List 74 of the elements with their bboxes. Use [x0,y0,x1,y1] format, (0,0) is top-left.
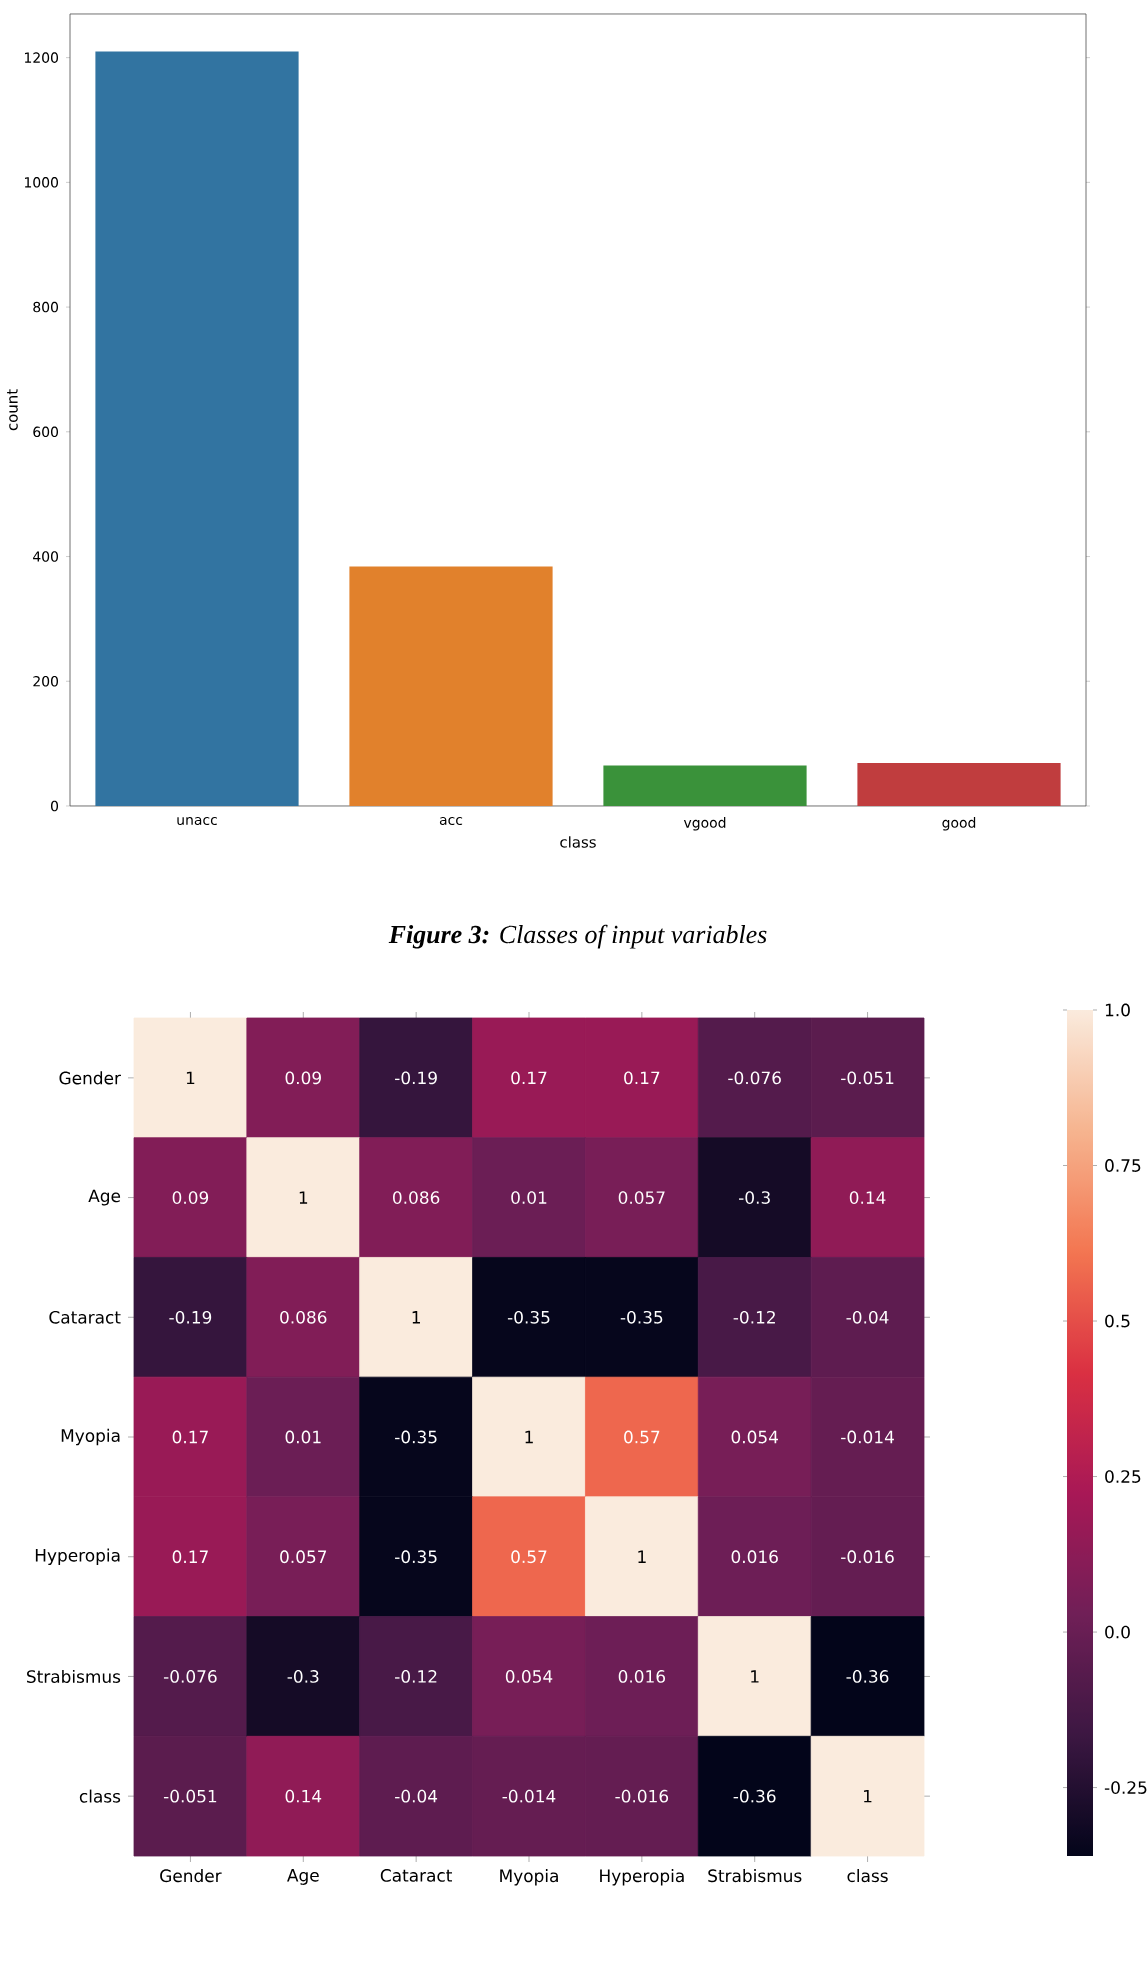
x-tick-label: Myopia [500,1869,558,1886]
data-label: 1 [638,1550,646,1563]
data-label: 0.17 [511,1071,547,1085]
y-tick-label: Strabismus [27,1669,121,1683]
data-label: -0.3 [739,1191,770,1204]
text: Figure 3: Classes of input variables [388,924,767,949]
x-tick-label: Gender [160,1869,222,1883]
data-label: -0.051 [163,1789,217,1803]
data-label: 0.054 [505,1670,553,1683]
x-tick-label: Cataract [380,1869,453,1882]
x-tick-label: Age [287,1869,319,1885]
data-label: -0.051 [841,1071,894,1085]
data-label: 1 [525,1430,533,1444]
data-label: -0.016 [615,1789,669,1803]
data-label: 0.086 [280,1310,327,1324]
data-label: 0.14 [849,1191,886,1204]
data-label: 1 [751,1670,759,1683]
data-label: -0.36 [846,1670,889,1683]
data-label: -0.35 [395,1550,437,1564]
data-label: -0.12 [733,1310,775,1324]
data-label: 0.01 [285,1430,321,1444]
data-label: -0.19 [169,1310,212,1324]
data-label: 0.09 [172,1191,209,1204]
data-label: 1 [412,1311,420,1324]
data-label: 0.09 [285,1071,321,1085]
color-bar-label: -0.25 [1104,1781,1147,1794]
data-label: 0.016 [731,1550,778,1564]
data-label: 0.054 [731,1430,778,1444]
data-label: -0.12 [395,1670,437,1683]
x-tick-label: Strabismus [708,1869,802,1883]
data-label: 0.57 [624,1430,660,1444]
data-label: -0.076 [163,1670,217,1683]
y-tick-label: Gender [59,1071,121,1085]
y-tick-label: Hyperopia [35,1548,120,1565]
data-label: 1 [864,1789,872,1803]
data-label: -0.35 [620,1310,663,1324]
x-tick-label: class [847,1869,888,1883]
data-label: 0.057 [618,1191,665,1204]
y-tick-label: class [79,1789,121,1803]
data-label: 0.086 [393,1191,440,1204]
color-bar-label: 0.75 [1105,1159,1141,1172]
data-label: -0.36 [733,1789,776,1803]
color-bar-label: 0.0 [1105,1625,1130,1639]
data-label: -0.016 [841,1550,894,1564]
data-label: -0.014 [841,1430,894,1444]
y-tick-label: Myopia [61,1428,120,1446]
data-label: -0.35 [507,1310,550,1324]
data-label: 0.17 [172,1550,208,1564]
data-label: 1 [186,1071,195,1085]
data-label: -0.3 [287,1670,319,1683]
data-label: -0.014 [502,1789,556,1803]
bar [603,765,807,806]
data-label: 1 [299,1191,308,1204]
data-label: 0.14 [285,1789,322,1803]
data-label: 0.016 [618,1670,666,1683]
data-label: 0.01 [511,1191,547,1204]
data-label: 0.057 [280,1550,327,1564]
data-label: -0.04 [395,1789,438,1803]
data-label: -0.04 [846,1310,889,1324]
x-tick-label: Hyperopia [600,1869,684,1886]
data-label: 0.17 [172,1430,208,1444]
data-label: -0.076 [728,1071,781,1085]
color-bar-label: 0.25 [1105,1470,1141,1483]
bar [857,762,1061,806]
data-label: 0.57 [511,1550,547,1564]
color-bar-label: 0.5 [1105,1314,1130,1328]
data-label: -0.35 [395,1430,437,1444]
data-label: -0.19 [395,1071,437,1085]
bar [349,566,553,806]
y-tick-label: Cataract [49,1310,121,1324]
data-label: 0.17 [624,1071,660,1085]
color-bar-label: 1.0 [1105,1003,1130,1017]
bar [95,51,299,806]
y-tick-label: Age [88,1189,121,1206]
